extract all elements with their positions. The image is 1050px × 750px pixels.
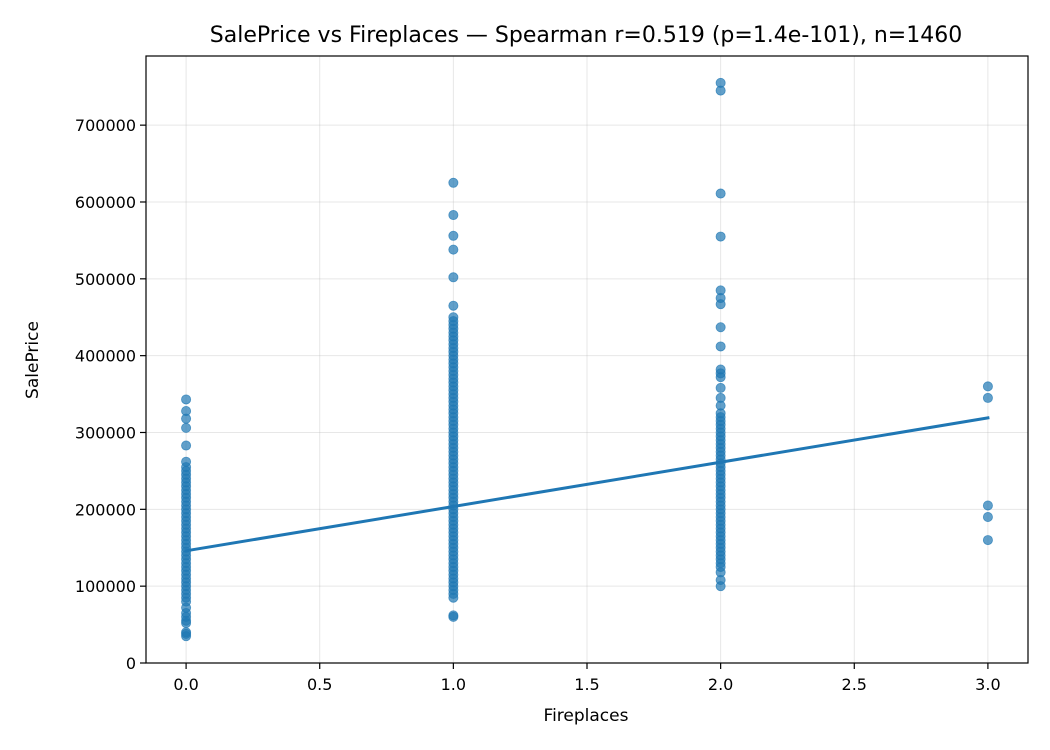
data-point: [715, 392, 726, 403]
data-point: [448, 210, 459, 221]
x-tick-label: 1.0: [441, 675, 466, 694]
data-point: [715, 382, 726, 393]
y-tick-label: 100000: [75, 577, 136, 596]
data-point: [448, 312, 459, 323]
data-point: [448, 300, 459, 311]
data-point: [715, 231, 726, 242]
data-point: [982, 535, 993, 546]
chart-title: SalePrice vs Fireplaces — Spearman r=0.5…: [210, 23, 962, 48]
y-tick-label: 0: [126, 654, 136, 673]
x-tick-label: 1.5: [574, 675, 599, 694]
data-point: [181, 422, 192, 433]
x-axis-ticks: 0.0 0.5 1.0 1.5 2.0 2.5 3.0: [173, 663, 1001, 694]
x-axis-label: Fireplaces: [544, 706, 629, 726]
data-point: [982, 500, 993, 511]
data-point: [181, 456, 192, 467]
x-tick-label: 0.5: [307, 675, 332, 694]
data-point: [982, 381, 993, 392]
data-point: [448, 610, 459, 621]
data-point: [448, 244, 459, 255]
data-point: [448, 272, 459, 283]
data-point: [715, 77, 726, 88]
y-tick-label: 700000: [75, 116, 136, 135]
x-tick-label: 0.0: [173, 675, 198, 694]
data-point: [715, 285, 726, 296]
y-tick-label: 500000: [75, 270, 136, 289]
y-tick-label: 400000: [75, 347, 136, 366]
y-tick-label: 600000: [75, 193, 136, 212]
data-point: [448, 177, 459, 188]
data-point: [982, 512, 993, 523]
data-point: [982, 392, 993, 403]
data-point: [181, 440, 192, 451]
data-point: [448, 230, 459, 241]
data-point: [715, 188, 726, 199]
y-tick-label: 200000: [75, 500, 136, 519]
data-points: [181, 77, 993, 642]
data-point: [715, 364, 726, 375]
y-axis-label: SalePrice: [23, 321, 43, 399]
x-tick-label: 2.0: [708, 675, 733, 694]
x-tick-label: 3.0: [975, 675, 1000, 694]
grid-lines: [146, 56, 1028, 664]
data-point: [181, 394, 192, 405]
regression-line: [184, 416, 990, 553]
data-point: [181, 627, 192, 638]
x-tick-label: 2.5: [842, 675, 867, 694]
data-point: [181, 405, 192, 416]
data-point: [715, 322, 726, 333]
y-axis-ticks: 0 100000 200000 300000 400000 500000 600000 700…: [75, 116, 146, 673]
data-point: [715, 341, 726, 352]
y-tick-label: 300000: [75, 423, 136, 442]
regression-line-group: [184, 416, 990, 553]
